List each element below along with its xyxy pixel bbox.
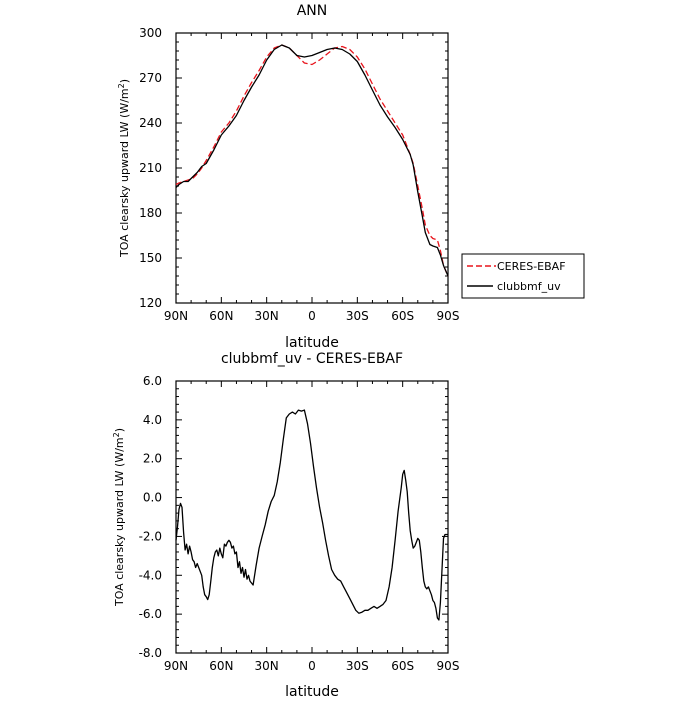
y-tick-label: 4.0 (143, 413, 162, 427)
x-tick-label: 30N (255, 659, 279, 673)
legend-label-ceres-ebaf: CERES-EBAF (497, 260, 566, 273)
y-tick-label: 150 (139, 251, 162, 265)
y-tick-label: 210 (139, 161, 162, 175)
y-tick-label: 120 (139, 296, 162, 310)
legend-box (461, 253, 585, 299)
panel-2-xlabel: latitude (285, 684, 339, 700)
x-tick-label: 60S (391, 659, 414, 673)
y-tick-label: 0.0 (143, 491, 162, 505)
series-line-0 (175, 44, 449, 277)
y-tick-label: 6.0 (143, 374, 162, 388)
x-tick-label: 90S (437, 659, 460, 673)
plot-frame (175, 32, 449, 304)
legend: CERES-EBAF clubbmf_uv (461, 253, 585, 299)
y-tick-label: 300 (139, 26, 162, 40)
y-tick-label: 180 (139, 206, 162, 220)
x-tick-label: 60S (391, 309, 414, 323)
y-tick-label: 240 (139, 116, 162, 130)
series-line-1 (175, 44, 449, 277)
x-tick-label: 0 (308, 659, 316, 673)
x-tick-label: 0 (308, 309, 316, 323)
panel-1-ylabel: TOA clearsky upward LW (W/m2) (117, 79, 131, 258)
legend-label-clubbmf-uv: clubbmf_uv (497, 280, 561, 293)
series-line-0 (175, 409, 448, 621)
x-tick-label: 90N (164, 309, 188, 323)
panel-1-plot: 90N 60N 30N 0 30S 60S 90S 120 150 180 210 240 270 300 (139, 26, 459, 323)
panel-2-plot: 90N 60N 30N 0 30S 60S 90S -8.0 -6.0 -4.0 -2.0 0.0 2.… (139, 374, 460, 673)
panel-ann: ANN 90N 60N 30N 0 30S 60S 90S 120 150 180 210 240 27… (117, 3, 459, 351)
panel-2-title: clubbmf_uv - CERES-EBAF (221, 351, 403, 367)
x-tick-label: 90N (164, 659, 188, 673)
y-tick-label: -4.0 (139, 568, 162, 582)
y-tick-label: 270 (139, 71, 162, 85)
x-tick-label: 90S (437, 309, 460, 323)
x-tick-label: 30S (346, 659, 369, 673)
panel-1-xlabel: latitude (285, 335, 339, 351)
y-tick-label: -8.0 (139, 646, 162, 660)
x-tick-label: 30S (346, 309, 369, 323)
y-tick-label: -2.0 (139, 529, 162, 543)
panel-difference: clubbmf_uv - CERES-EBAF 90N 60N 30N 0 30S 60S… (112, 351, 459, 700)
x-tick-label: 60N (209, 309, 233, 323)
x-tick-label: 60N (209, 659, 233, 673)
x-tick-label: 30N (255, 309, 279, 323)
panel-2-ylabel: TOA clearsky upward LW (W/m2) (112, 428, 126, 607)
y-tick-label: 2.0 (143, 452, 162, 466)
plot-frame (175, 380, 449, 654)
panel-1-title: ANN (297, 3, 328, 19)
y-tick-label: -6.0 (139, 607, 162, 621)
